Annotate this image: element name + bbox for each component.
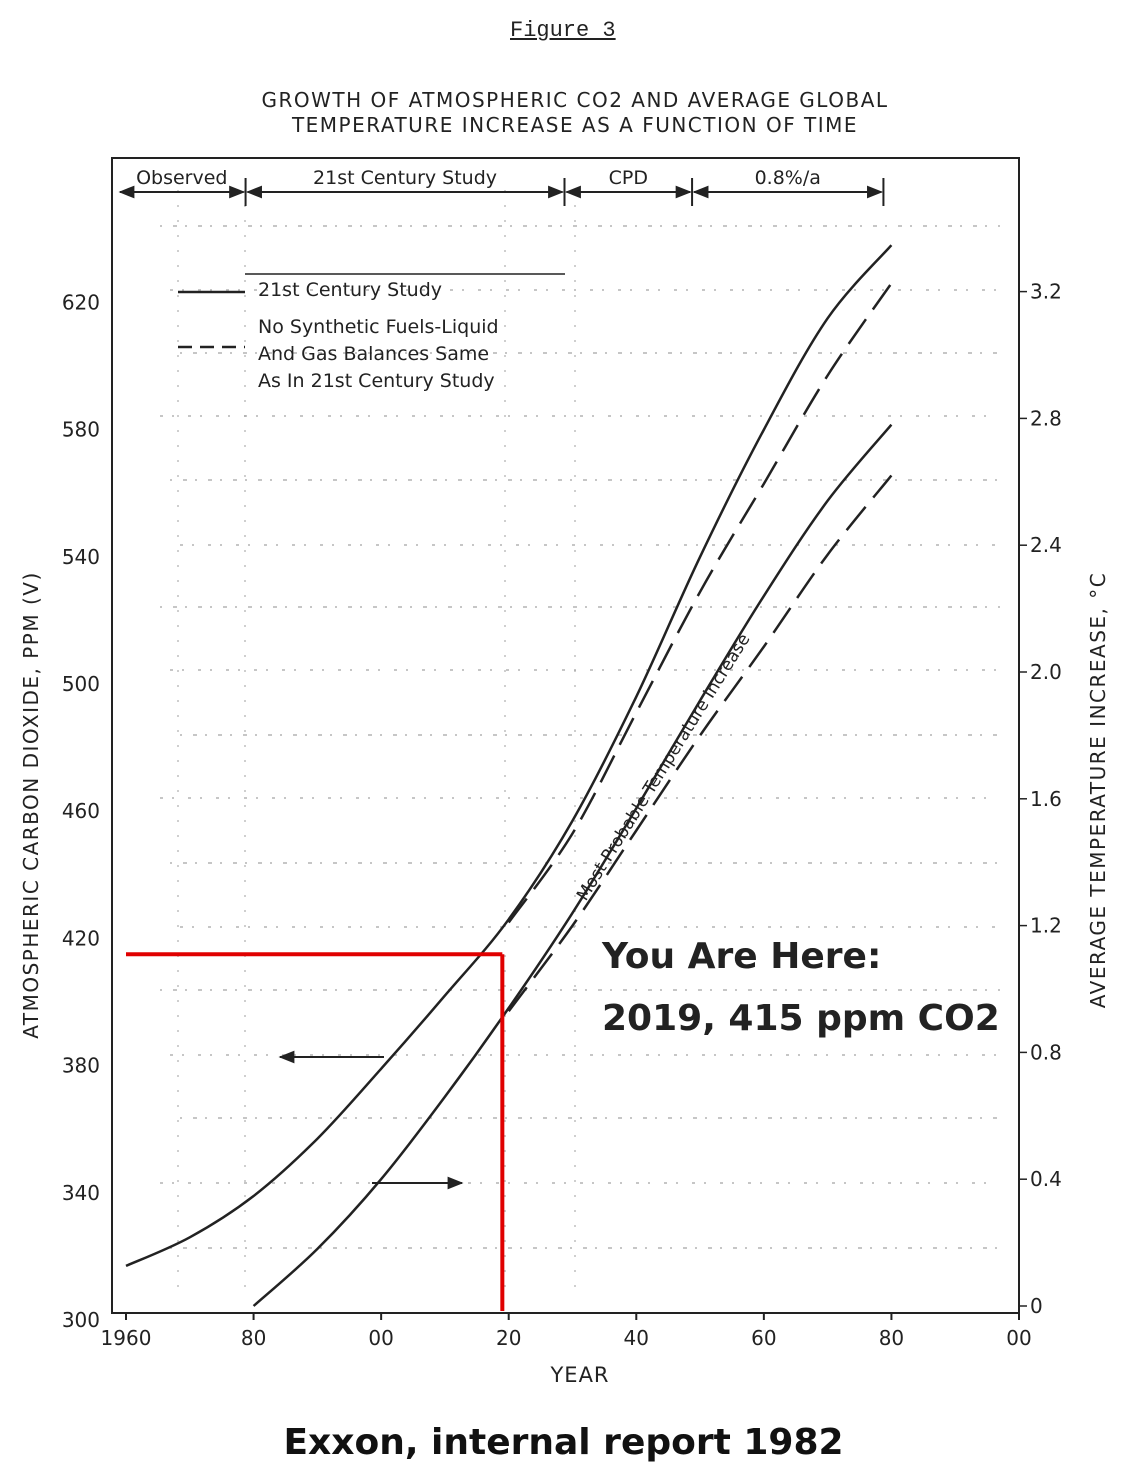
- x-tick-label: 1960: [101, 1326, 152, 1350]
- right-tick-label: 1.6: [1030, 787, 1062, 811]
- left-tick-label: 460: [62, 799, 100, 823]
- x-tick-label: 00: [368, 1326, 393, 1350]
- x-tick-label: 60: [751, 1326, 776, 1350]
- right-tick-label: 0.8: [1030, 1040, 1062, 1064]
- period-header: Observed 21st Century Study CPD 0.8%/a: [118, 167, 885, 206]
- right-axis-ticks: 0 0.4 0.8 1.2 1.6 2.0 2.4 2.8 3.2: [1019, 280, 1062, 1318]
- background-grid: [160, 190, 1000, 1300]
- left-tick-label: 420: [62, 926, 100, 950]
- you-are-here-marker: [126, 952, 505, 1311]
- right-tick-label: 0.4: [1030, 1167, 1062, 1191]
- left-tick-label: 340: [62, 1181, 100, 1205]
- temp-dashed-line: [507, 474, 893, 1012]
- x-tick-label: 20: [496, 1326, 521, 1350]
- right-tick-label: 1.2: [1030, 914, 1062, 938]
- period-label: 21st Century Study: [313, 167, 497, 189]
- right-tick-label: 2.0: [1030, 660, 1062, 684]
- figure-label: Figure 3: [510, 18, 616, 43]
- x-tick-label: 80: [241, 1326, 266, 1350]
- co2-dashed-line: [507, 282, 893, 924]
- legend: 21st Century Study No Synthetic Fuels-Liq…: [178, 273, 565, 392]
- plot-frame: [111, 157, 1020, 1314]
- legend-label-solid: 21st Century Study: [258, 279, 442, 301]
- left-tick-label: 500: [62, 672, 100, 696]
- period-label: 0.8%/a: [755, 167, 821, 189]
- left-axis-ticks: 300 340 380 420 460 500 540 580 620: [62, 290, 100, 1332]
- left-tick-label: 540: [62, 545, 100, 569]
- legend-label-dashed: As In 21st Century Study: [258, 370, 495, 392]
- right-tick-label: 0: [1030, 1294, 1043, 1318]
- left-tick-label: 620: [62, 290, 100, 314]
- right-tick-label: 3.2: [1030, 280, 1062, 304]
- co2-solid-line: [125, 244, 893, 1268]
- right-tick-label: 2.8: [1030, 406, 1062, 430]
- left-tick-label: 380: [62, 1054, 100, 1078]
- legend-label-dashed: And Gas Balances Same: [258, 343, 489, 365]
- you-are-here-text: You Are Here:: [601, 936, 881, 977]
- period-label: Observed: [136, 167, 227, 189]
- right-tick-label: 2.4: [1030, 533, 1062, 557]
- you-are-here-text: 2019, 415 ppm CO2: [602, 998, 1000, 1039]
- axis-pointer-arrows: [278, 1050, 464, 1190]
- x-axis-label: YEAR: [549, 1363, 609, 1387]
- x-tick-label: 00: [1006, 1326, 1031, 1350]
- series-group: [125, 244, 893, 1307]
- left-axis-label: ATMOSPHERIC CARBON DIOXIDE, PPM (V): [19, 571, 43, 1039]
- right-axis-label: AVERAGE TEMPERATURE INCREASE, °C: [1086, 572, 1110, 1008]
- chart-title-line-2: TEMPERATURE INCREASE AS A FUNCTION OF TI…: [291, 113, 859, 137]
- x-tick-label: 80: [879, 1326, 904, 1350]
- x-axis-ticks: 1960 80 00 20 40 60 80 00: [101, 1313, 1032, 1350]
- temp-solid-line: [252, 423, 893, 1307]
- axis-labels: YEAR ATMOSPHERIC CARBON DIOXIDE, PPM (V) A…: [19, 571, 1110, 1387]
- chart-title-line-1: GROWTH OF ATMOSPHERIC CO2 AND AVERAGE GL…: [261, 88, 889, 112]
- left-tick-label: 300: [62, 1308, 100, 1332]
- left-tick-label: 580: [62, 418, 100, 442]
- legend-label-dashed: No Synthetic Fuels-Liquid: [258, 316, 499, 338]
- source-caption: Exxon, internal report 1982: [283, 1422, 844, 1463]
- x-tick-label: 40: [624, 1326, 649, 1350]
- period-label: CPD: [609, 167, 648, 189]
